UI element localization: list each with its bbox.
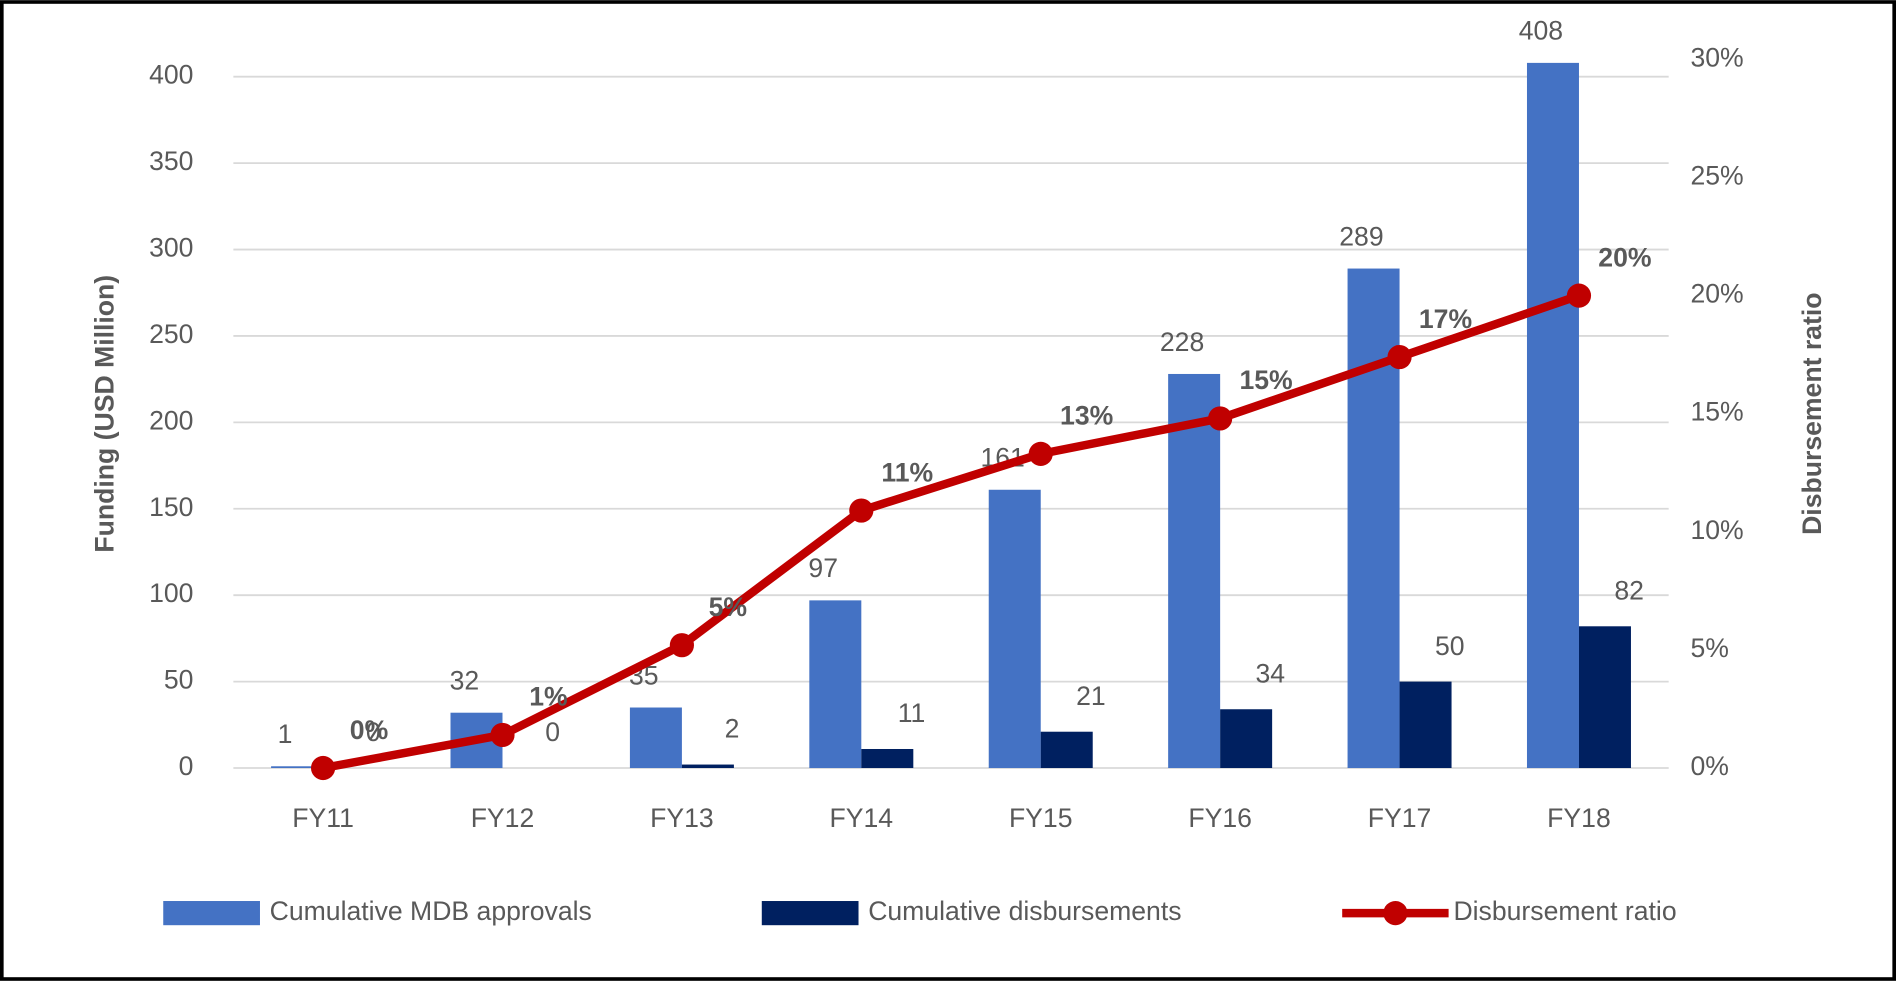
ratio-label: 17%: [1419, 304, 1472, 334]
ratio-marker: [1028, 441, 1053, 466]
data-label: 2: [725, 714, 740, 744]
bar: [1347, 268, 1400, 769]
y-tick-label: 250: [149, 319, 193, 349]
ratio-marker: [1208, 406, 1233, 431]
data-label: 11: [898, 698, 926, 728]
y2-tick-label: 20%: [1690, 279, 1743, 309]
y2-tick-label: 15%: [1690, 397, 1743, 427]
ratio-label: 11%: [881, 457, 933, 487]
x-tick-label: FY12: [471, 803, 535, 833]
ratio-marker: [1387, 344, 1412, 370]
data-label: 97: [808, 553, 838, 583]
x-tick-label: FY14: [830, 803, 894, 833]
y2-tick-label: 10%: [1690, 515, 1743, 545]
ratio-label: 1%: [529, 682, 567, 712]
data-label: 34: [1256, 658, 1286, 688]
y-tick-label: 400: [149, 60, 193, 90]
y2-tick-label: 30%: [1690, 42, 1743, 72]
y2-axis-title: Disbursement ratio: [1797, 293, 1827, 535]
y-tick-label: 200: [149, 405, 193, 435]
data-label: 0: [545, 717, 560, 747]
y-tick-label: 300: [149, 233, 193, 263]
data-label: 228: [1160, 327, 1204, 357]
ratio-marker: [669, 633, 694, 658]
y-tick-label: 0: [179, 751, 194, 781]
x-tick-label: FY11: [292, 803, 354, 833]
data-label: 32: [450, 666, 480, 696]
ratio-marker: [1566, 283, 1592, 308]
ratio-label: 15%: [1239, 365, 1292, 395]
bar: [861, 748, 914, 769]
ratio-label: 5%: [709, 592, 747, 622]
ratio-label: 13%: [1060, 401, 1113, 431]
bar: [988, 489, 1041, 769]
bar: [1578, 626, 1631, 769]
y-tick-label: 100: [149, 578, 193, 608]
x-tick-label: FY17: [1368, 803, 1432, 833]
x-tick-label: FY18: [1547, 803, 1611, 833]
ratio-marker: [490, 722, 515, 748]
bar: [1220, 709, 1273, 769]
y-axis-title: Funding (USD Million): [89, 275, 119, 553]
data-label: 50: [1435, 631, 1465, 661]
bar: [629, 707, 682, 769]
x-tick-label: FY13: [650, 803, 714, 833]
data-label: 82: [1614, 575, 1644, 605]
bar: [681, 764, 734, 769]
data-label: 289: [1339, 221, 1383, 251]
ratio-line: [322, 291, 1581, 773]
legend-label: Disbursement ratio: [1453, 896, 1676, 926]
y2-tick-label: 5%: [1690, 633, 1728, 663]
bar: [1526, 62, 1579, 769]
x-tick-label: FY15: [1009, 803, 1073, 833]
ratio-label: 0%: [350, 715, 388, 745]
data-label: 408: [1519, 16, 1563, 46]
ratio-marker: [849, 498, 874, 523]
legend-label: Cumulative disbursements: [868, 896, 1181, 926]
data-label: 1: [278, 719, 293, 749]
bar: [1399, 681, 1452, 769]
bar: [809, 600, 862, 769]
y-tick-label: 150: [149, 492, 193, 522]
ratio-label: 20%: [1598, 242, 1651, 272]
bar: [1168, 373, 1221, 769]
y-tick-label: 350: [149, 146, 193, 176]
legend-swatch: [1383, 901, 1408, 926]
bar: [271, 766, 324, 769]
bar: [1040, 731, 1093, 769]
ratio-marker: [310, 755, 336, 781]
y2-tick-label: 0%: [1690, 751, 1728, 781]
data-label: 21: [1076, 681, 1106, 711]
data-label: 0: [366, 717, 381, 747]
legend-swatch: [163, 901, 260, 926]
legend-label: Cumulative MDB approvals: [270, 896, 592, 926]
x-tick-label: FY16: [1188, 803, 1252, 833]
y-tick-label: 50: [164, 665, 194, 695]
y2-tick-label: 25%: [1690, 161, 1743, 191]
legend-swatch: [761, 901, 859, 926]
